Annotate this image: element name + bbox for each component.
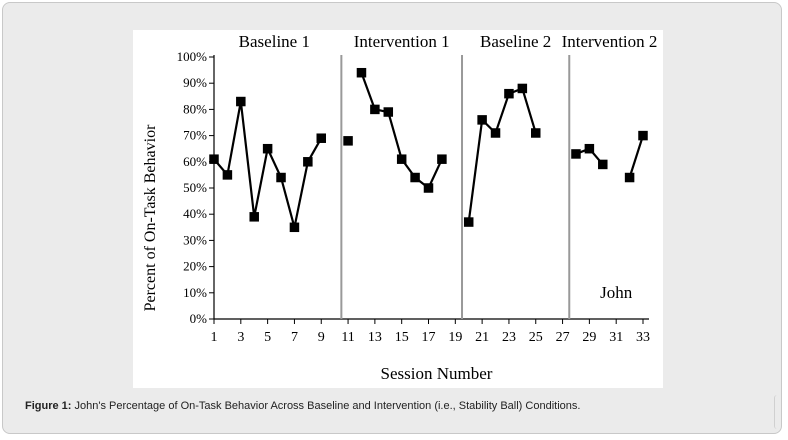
data-point xyxy=(477,115,487,125)
data-point xyxy=(343,136,353,146)
data-point xyxy=(249,212,259,222)
data-point xyxy=(463,217,474,227)
y-tick-label: 30% xyxy=(183,232,207,247)
x-tick-label: 5 xyxy=(264,330,271,345)
data-point xyxy=(598,159,608,170)
y-tick-label: 50% xyxy=(183,180,207,195)
data-point xyxy=(437,154,447,164)
data-point xyxy=(531,128,541,138)
data-point xyxy=(423,183,434,193)
y-axis-title: Percent of On-Task Behavior xyxy=(142,124,159,311)
series-line-segment xyxy=(628,135,645,178)
x-tick-label: 19 xyxy=(448,330,462,345)
participant-annotation: John xyxy=(600,283,633,302)
caption-text: John's Percentage of On-Task Behavior Ac… xyxy=(71,400,581,412)
x-tick-label: 1 xyxy=(211,330,218,345)
data-point xyxy=(571,149,581,159)
x-tick-label: 31 xyxy=(609,330,623,345)
data-point xyxy=(222,170,233,180)
x-tick-label: 27 xyxy=(556,330,570,345)
y-tick-label: 0% xyxy=(190,311,208,326)
y-tick-label: 10% xyxy=(183,285,207,300)
x-tick-label: 17 xyxy=(422,330,436,345)
x-tick-label: 9 xyxy=(318,330,325,345)
figure-card: 0% 10% 20% 30% 40% 50% 60% 70% 80% 90% 100% 1 3 5 7 9 11… xyxy=(2,2,782,434)
x-tick-label: 29 xyxy=(582,330,596,345)
phase-change-lines xyxy=(340,55,571,319)
series-line-segment xyxy=(360,72,443,190)
phase-label: Baseline 2 xyxy=(480,32,551,51)
data-point xyxy=(504,88,514,99)
y-tick-label: 70% xyxy=(183,128,207,143)
x-tick-label: 15 xyxy=(395,330,409,345)
data-point xyxy=(410,172,420,183)
data-point xyxy=(303,157,313,167)
chart-labels: 0%10%20%30%40%50%60%70%80%90%100%1 3 5 7 9 11… xyxy=(142,32,657,383)
series-line-segment xyxy=(467,86,537,223)
axes xyxy=(209,55,649,324)
phase-label: Intervention 1 xyxy=(354,32,450,51)
data-point xyxy=(624,172,635,183)
x-axis-title: Session Number xyxy=(381,364,493,383)
x-tick-label: 21 xyxy=(475,330,489,345)
chart: 0%10%20%30%40%50%60%70%80%90%100%1 3 5 7 9 11… xyxy=(133,30,663,388)
phase-label: Baseline 1 xyxy=(239,32,310,51)
data-point xyxy=(517,83,528,94)
data-point xyxy=(316,133,326,143)
data-point xyxy=(490,128,501,138)
x-tick-label: 11 xyxy=(341,330,354,345)
y-tick-label: 90% xyxy=(183,75,207,90)
data-point xyxy=(209,154,219,164)
data-point xyxy=(236,96,246,107)
data-point xyxy=(370,104,380,115)
figure-caption: Figure 1: John's Percentage of On-Task B… xyxy=(25,400,580,412)
x-tick-label: 13 xyxy=(368,330,382,345)
data-point xyxy=(262,143,273,154)
x-tick-label: 33 xyxy=(636,330,650,345)
y-tick-label: 40% xyxy=(183,206,207,221)
data-markers xyxy=(209,67,648,233)
y-tick-label: 20% xyxy=(183,259,207,274)
data-point xyxy=(584,143,595,154)
data-point xyxy=(276,172,286,183)
x-tick-label: 23 xyxy=(502,330,516,345)
x-tick-label: 7 xyxy=(291,330,298,345)
caption-label: Figure 1: xyxy=(25,400,72,412)
scroll-edge xyxy=(774,395,781,429)
y-tick-label: 80% xyxy=(183,101,207,116)
phase-label: Intervention 2 xyxy=(562,32,658,51)
x-tick-label: 25 xyxy=(529,330,543,345)
y-tick-label: 100% xyxy=(177,49,208,64)
data-point xyxy=(396,154,407,164)
data-point xyxy=(383,107,394,117)
data-point xyxy=(289,222,300,233)
y-tick-label: 60% xyxy=(183,154,207,169)
x-tick-label: 3 xyxy=(237,330,244,345)
data-point xyxy=(356,67,367,78)
data-point xyxy=(638,130,648,141)
